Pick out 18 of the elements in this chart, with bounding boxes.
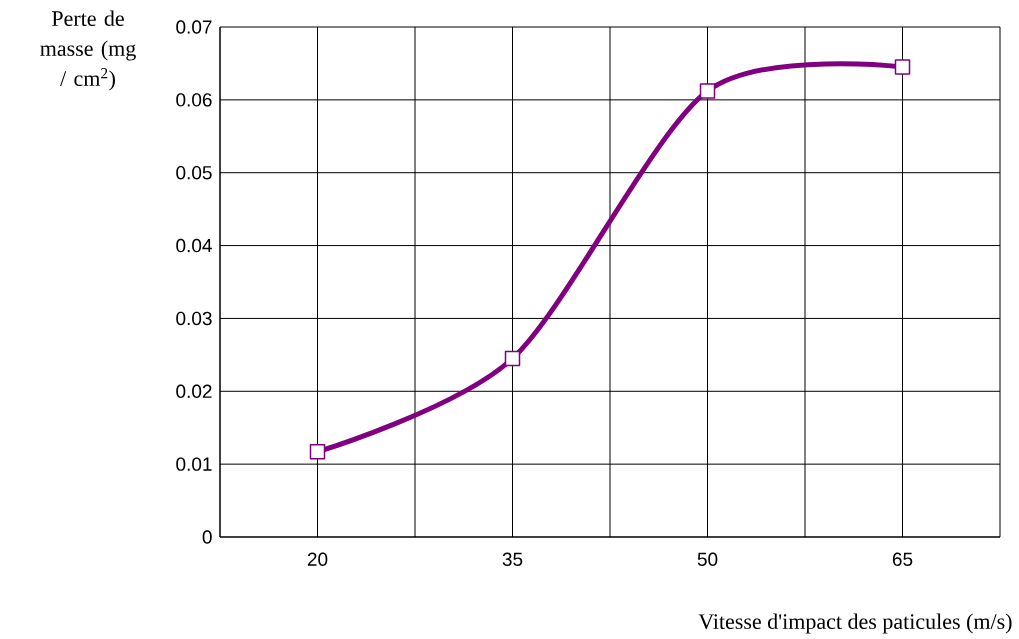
y-tick-label: 0.04 <box>176 238 212 253</box>
y-tick-label: 0.03 <box>176 311 212 326</box>
point <box>504 350 521 367</box>
y-tick-label: 0.06 <box>176 93 212 107</box>
x-tick-label: 20 <box>307 552 328 566</box>
x-tick-label: 65 <box>892 552 913 566</box>
y-tick-label: 0 <box>202 530 212 544</box>
y-tick-label: 0.05 <box>176 165 212 180</box>
y-tick-label: 0.02 <box>176 384 212 399</box>
y-axis-title: Perte de masse (mg / cm$^{2}$) <box>40 10 136 91</box>
x-tick-label: 50 <box>697 552 718 566</box>
point <box>699 83 716 99</box>
x-tick-label: 35 <box>502 552 523 566</box>
x-axis-title: Vitesse d'impact des paticules (m/s) <box>698 613 1012 634</box>
y-tick-label: 0.01 <box>176 457 212 471</box>
point <box>309 444 326 460</box>
point <box>894 59 911 75</box>
y-tick-label: 0.07 <box>176 20 212 34</box>
